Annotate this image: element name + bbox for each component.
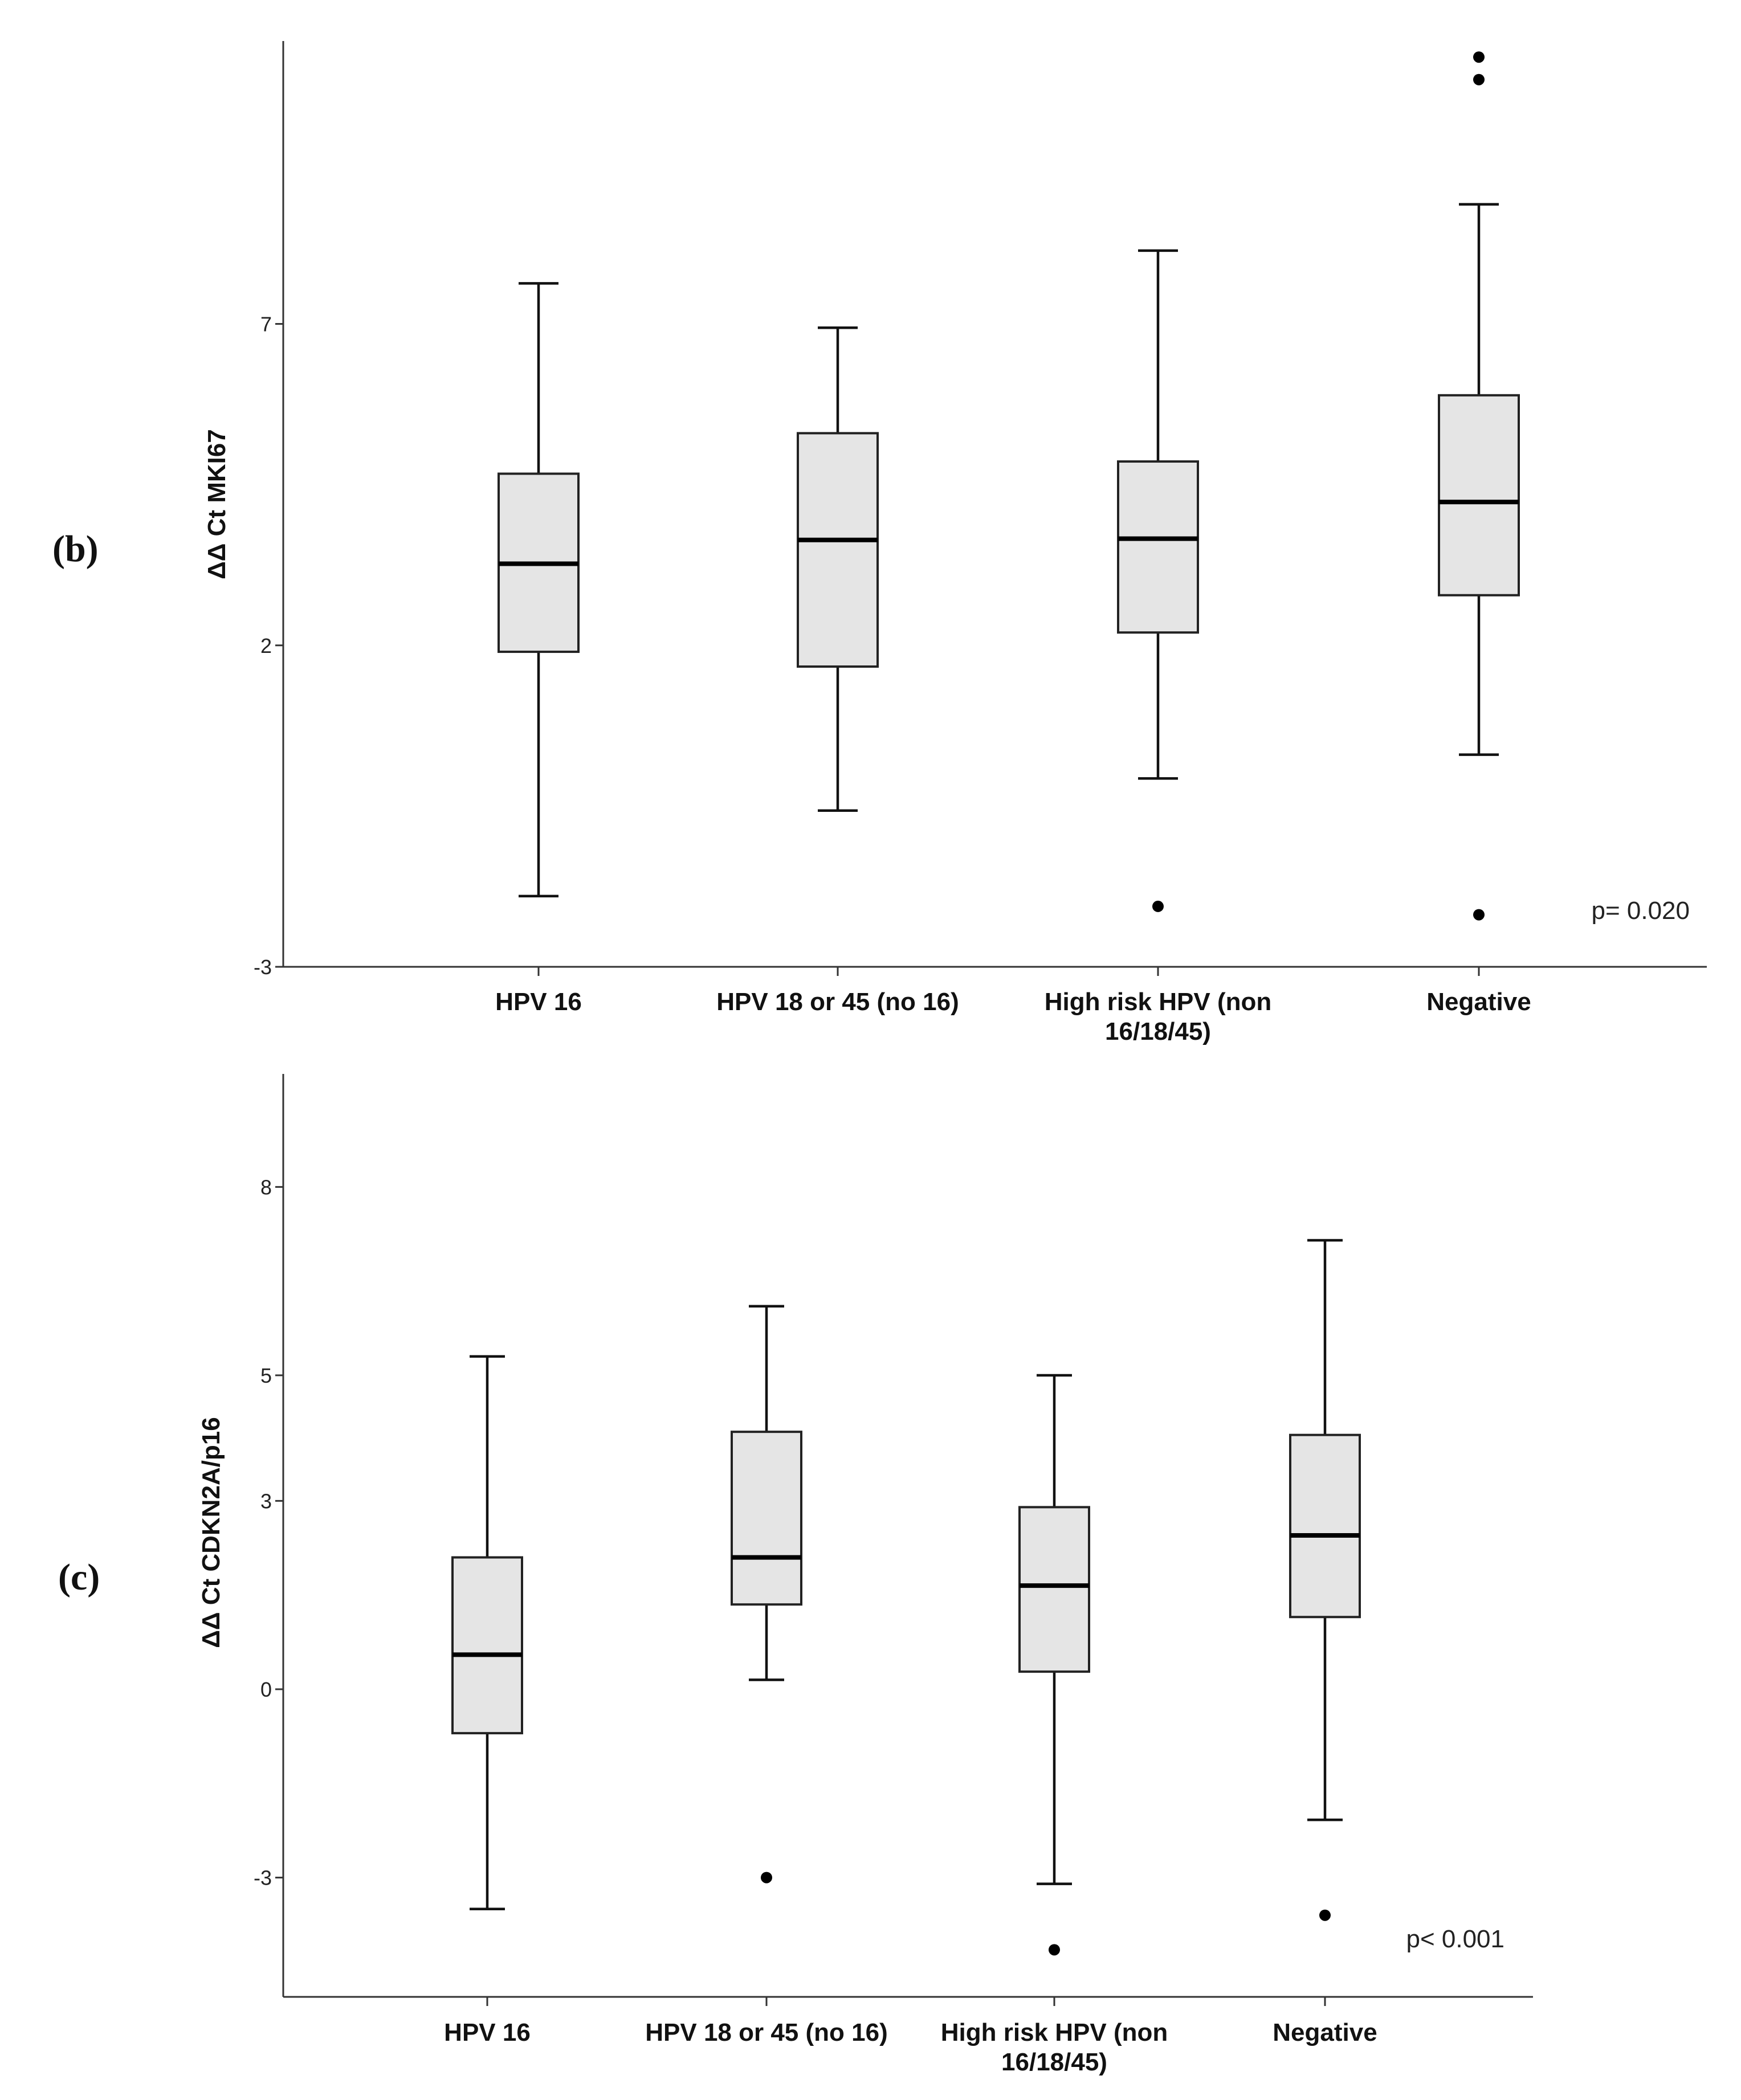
panel-c-category-3: High risk HPV (non 16/18/45) xyxy=(941,1374,1168,2076)
category-label-line: 16/18/45) xyxy=(1105,1018,1211,1045)
iqr-box xyxy=(1018,1506,1090,1673)
panel-b-y-tick-label: -3 xyxy=(254,955,272,979)
panel-b-category-label: HPV 18 or 45 (no 16) xyxy=(716,988,959,1016)
category-label-line: HPV 18 or 45 (no 16) xyxy=(716,988,959,1016)
panel-b-category-label: High risk HPV (non 16/18/45) xyxy=(1045,988,1271,1045)
category-label-line: HPV 16 xyxy=(495,988,582,1016)
panel-b-p-value: p= 0.020 xyxy=(1592,897,1690,925)
panel-c-y-tick-label: 5 xyxy=(260,1364,272,1387)
outlier-point xyxy=(1473,51,1485,63)
panel-b-category-label: HPV 16 xyxy=(495,988,582,1016)
outlier-point xyxy=(1049,1944,1060,1956)
panel-c-y-tick-label: 8 xyxy=(260,1175,272,1199)
category-label-line: High risk HPV (non xyxy=(941,2019,1168,2046)
panel-b-category-3: High risk HPV (non 16/18/45) xyxy=(1045,249,1271,1045)
category-label-line: HPV 18 or 45 (no 16) xyxy=(645,2019,887,2046)
category-label-line: Negative xyxy=(1273,2019,1377,2046)
iqr-box xyxy=(731,1431,802,1606)
iqr-box xyxy=(797,432,879,668)
panel-b-y-tick-label: 2 xyxy=(260,634,272,657)
panel-c-category-label: Negative xyxy=(1273,2019,1377,2046)
panel-c-category-label: High risk HPV (non 16/18/45) xyxy=(941,2019,1168,2076)
panel-c-chart: -3 0 3 5 8 HPV 16 HPV 18 or 45 (no 16) High ris… xyxy=(58,1074,1533,2076)
category-label-line: HPV 16 xyxy=(444,2019,531,2046)
panel-c-category-label: HPV 16 xyxy=(444,2019,531,2046)
iqr-box xyxy=(1438,394,1520,597)
category-label-line: 16/18/45) xyxy=(1001,2048,1107,2076)
outlier-point xyxy=(1319,1909,1331,1921)
panel-c-y-axis-title: ΔΔ Ct CDKN2A/p16 xyxy=(197,1417,225,1648)
panel-c-panel-label: (c) xyxy=(58,1556,100,1598)
iqr-box xyxy=(1289,1433,1361,1619)
category-label-line: High risk HPV (non xyxy=(1045,988,1271,1016)
panel-c-category-4: Negative xyxy=(1273,1239,1377,2046)
outlier-point xyxy=(1152,900,1164,912)
panel-b-category-label: Negative xyxy=(1426,988,1531,1016)
panel-c-p-value: p< 0.001 xyxy=(1406,1925,1505,1953)
panel-c-category-label: HPV 18 or 45 (no 16) xyxy=(645,2019,887,2046)
panel-b-y-axis-title: ΔΔ Ct MKI67 xyxy=(203,429,231,579)
iqr-box xyxy=(451,1556,523,1735)
panel-c-y-tick-label: 3 xyxy=(260,1489,272,1513)
panel-c-category-1: HPV 16 xyxy=(444,1355,531,2046)
outlier-point xyxy=(1473,73,1485,85)
category-label-line: Negative xyxy=(1426,988,1531,1016)
outlier-point xyxy=(761,1872,772,1884)
panel-b-panel-label: (b) xyxy=(52,528,99,570)
panel-b-chart: -3 2 7 HPV 16 HPV 18 or 45 (no 16) High risk … xyxy=(52,41,1707,1045)
outlier-point xyxy=(1473,909,1485,921)
panel-b-category-1: HPV 16 xyxy=(495,282,582,1016)
panel-b-category-2: HPV 18 or 45 (no 16) xyxy=(716,326,959,1016)
panel-b-category-4: Negative xyxy=(1426,51,1531,1016)
panel-b-y-tick-label: 7 xyxy=(260,313,272,336)
panel-c-y-tick-label: 0 xyxy=(260,1678,272,1701)
panel-c-category-2: HPV 18 or 45 (no 16) xyxy=(645,1305,888,2046)
panel-c-y-tick-label: -3 xyxy=(254,1866,272,1890)
iqr-box xyxy=(1117,460,1199,634)
